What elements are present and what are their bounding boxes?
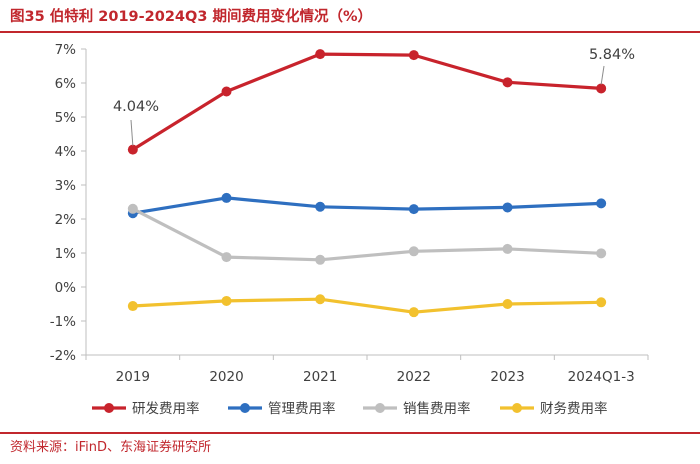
legend-label: 销售费用率 xyxy=(403,400,471,417)
figure-title: 图35 伯特利 2019-2024Q3 期间费用变化情况（%） xyxy=(10,9,372,25)
data-point xyxy=(596,248,607,259)
annotation-leader xyxy=(130,119,134,146)
data-point xyxy=(221,252,232,263)
legend-swatch-marker xyxy=(375,403,385,413)
y-tick-label: 1% xyxy=(55,246,77,262)
data-point xyxy=(127,203,138,214)
data-point xyxy=(315,294,326,305)
x-tick-label: 2020 xyxy=(209,369,243,385)
y-tick-label: 7% xyxy=(55,42,77,58)
data-point xyxy=(502,202,513,213)
data-point xyxy=(502,243,513,254)
data-point xyxy=(221,295,232,306)
title-divider xyxy=(0,31,700,33)
legend-swatch-marker xyxy=(104,403,114,413)
y-tick-label: -2% xyxy=(50,348,76,364)
series-line-1 xyxy=(131,52,602,151)
data-point xyxy=(408,246,419,257)
data-point xyxy=(502,299,513,309)
data-point xyxy=(408,204,419,215)
y-tick-label: 5% xyxy=(55,110,77,126)
data-point xyxy=(315,49,326,60)
data-label: 5.84% xyxy=(589,47,635,63)
data-point xyxy=(596,83,607,94)
data-point xyxy=(221,86,232,97)
source-note: 资料来源：iFinD、东海证券研究所 xyxy=(10,440,212,455)
x-tick-label: 2023 xyxy=(490,369,524,385)
legend-label: 财务费用率 xyxy=(540,400,608,417)
legend-label: 管理费用率 xyxy=(268,400,336,417)
y-tick-label: 2% xyxy=(55,212,77,228)
data-point xyxy=(127,144,138,155)
data-point xyxy=(408,50,419,61)
data-point xyxy=(315,201,326,212)
y-tick-label: 0% xyxy=(55,280,77,296)
series-line-3 xyxy=(132,207,602,262)
legend-swatch-marker xyxy=(512,403,522,413)
data-point xyxy=(596,297,607,308)
data-point xyxy=(315,254,326,265)
annotation-leader xyxy=(600,65,605,85)
data-point xyxy=(596,198,607,209)
series-line-4 xyxy=(132,297,602,314)
y-tick-label: 4% xyxy=(55,144,77,160)
x-tick-label: 2022 xyxy=(397,369,431,385)
series-line-2 xyxy=(132,196,602,215)
legend-label: 研发费用率 xyxy=(132,400,200,417)
data-point xyxy=(408,307,419,318)
x-tick-label: 2019 xyxy=(116,369,150,385)
data-point xyxy=(127,301,138,312)
data-label: 4.04% xyxy=(113,99,159,115)
footer-divider xyxy=(0,432,700,434)
line-chart: -2% -1% 0% 1% 2% 3% 4% 5% 6% 7% 2019 2020 2021 2022 20… xyxy=(50,42,649,417)
y-tick-label: -1% xyxy=(50,314,76,330)
x-tick-label: 2021 xyxy=(303,369,337,385)
y-tick-label: 6% xyxy=(55,76,77,92)
legend-swatch-marker xyxy=(240,403,250,413)
x-tick-label: 2024Q1-3 xyxy=(568,369,635,385)
data-point xyxy=(221,192,232,203)
data-point xyxy=(502,77,513,88)
y-tick-label: 3% xyxy=(55,178,77,194)
